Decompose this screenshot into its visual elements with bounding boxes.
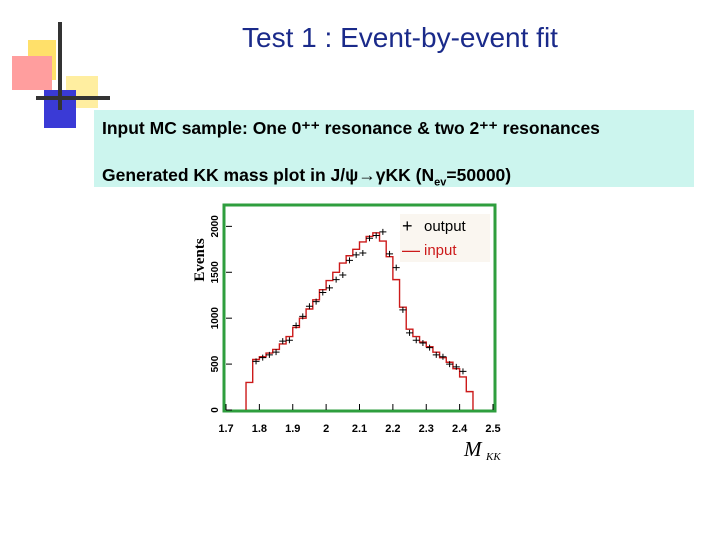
x-tick-label: 2.1 [352, 423, 367, 435]
y-tick-label: 1500 [210, 261, 221, 284]
generated-plot-text-tail: =50000) [446, 165, 512, 185]
output-point [406, 329, 414, 336]
output-point [339, 272, 347, 279]
x-tick-label: 1.7 [218, 423, 233, 435]
output-point [299, 313, 307, 320]
info-band [94, 110, 694, 187]
output-point [352, 251, 360, 258]
kk-mass-chart: 1.7 1.8 1.9 2 2.1 2.2 2.3 2.4 2.5 0 500 1000 1500 200… [192, 203, 501, 463]
x-tick-label: 1.8 [252, 423, 267, 435]
output-point [305, 303, 313, 310]
output-point [399, 306, 407, 313]
output-point [366, 235, 374, 242]
y-tick-label: 0 [210, 407, 221, 413]
output-point [432, 351, 440, 358]
output-point [459, 368, 467, 375]
output-point [332, 276, 340, 283]
legend-label-output: output [424, 218, 467, 235]
generated-plot-text-main: Generated KK mass plot in J/ψ→γKK (N [102, 165, 435, 185]
x-tick-label: 2.3 [419, 423, 434, 435]
y-tick-label: 500 [210, 355, 221, 372]
output-point [452, 363, 460, 370]
output-point [259, 354, 267, 361]
output-point [265, 351, 273, 358]
output-point [426, 344, 434, 351]
legend-box [400, 214, 490, 262]
y-tick-label: 1000 [210, 307, 221, 330]
output-point [252, 358, 260, 365]
x-tick-label: 2.2 [385, 423, 400, 435]
output-point [345, 257, 353, 264]
y-tick-label: 2000 [210, 215, 221, 238]
output-point [312, 298, 320, 305]
output-point [412, 337, 420, 344]
output-point [325, 284, 333, 291]
output-point [285, 337, 293, 344]
output-point [379, 228, 387, 235]
legend-label-input: input [424, 242, 457, 259]
output-point [359, 249, 367, 256]
output-point [392, 264, 400, 271]
x-tick-label: 1.9 [285, 423, 300, 435]
input-sample-text: Input MC sample: One 0⁺⁺ resonance & two… [102, 118, 600, 138]
generated-plot-text-subscript: ev [434, 176, 447, 189]
generated-plot-text: Generated KK mass plot in J/ψ→γKK (Nev=5… [102, 165, 511, 189]
output-point [446, 361, 454, 368]
decorative-corner-graphic [12, 22, 110, 128]
output-point [419, 339, 427, 346]
x-tick-label: 2.4 [452, 423, 468, 435]
x-tick-label: 2.5 [485, 423, 500, 435]
output-point [319, 289, 327, 296]
output-point [292, 322, 300, 329]
legend-symbol: + [402, 216, 413, 236]
x-tick-label: 2 [323, 423, 329, 435]
slide-title: Test 1 : Event-by-event fit [242, 22, 558, 53]
output-point [386, 250, 394, 257]
output-point [439, 353, 447, 360]
x-axis-label: M [463, 437, 483, 461]
output-point [272, 349, 280, 356]
y-axis-label: Events [192, 238, 208, 282]
output-point [372, 232, 380, 239]
legend-symbol: — [402, 240, 420, 260]
x-axis-label-subscript: KK [485, 451, 501, 463]
output-point [279, 338, 287, 345]
plot-frame [222, 203, 497, 413]
